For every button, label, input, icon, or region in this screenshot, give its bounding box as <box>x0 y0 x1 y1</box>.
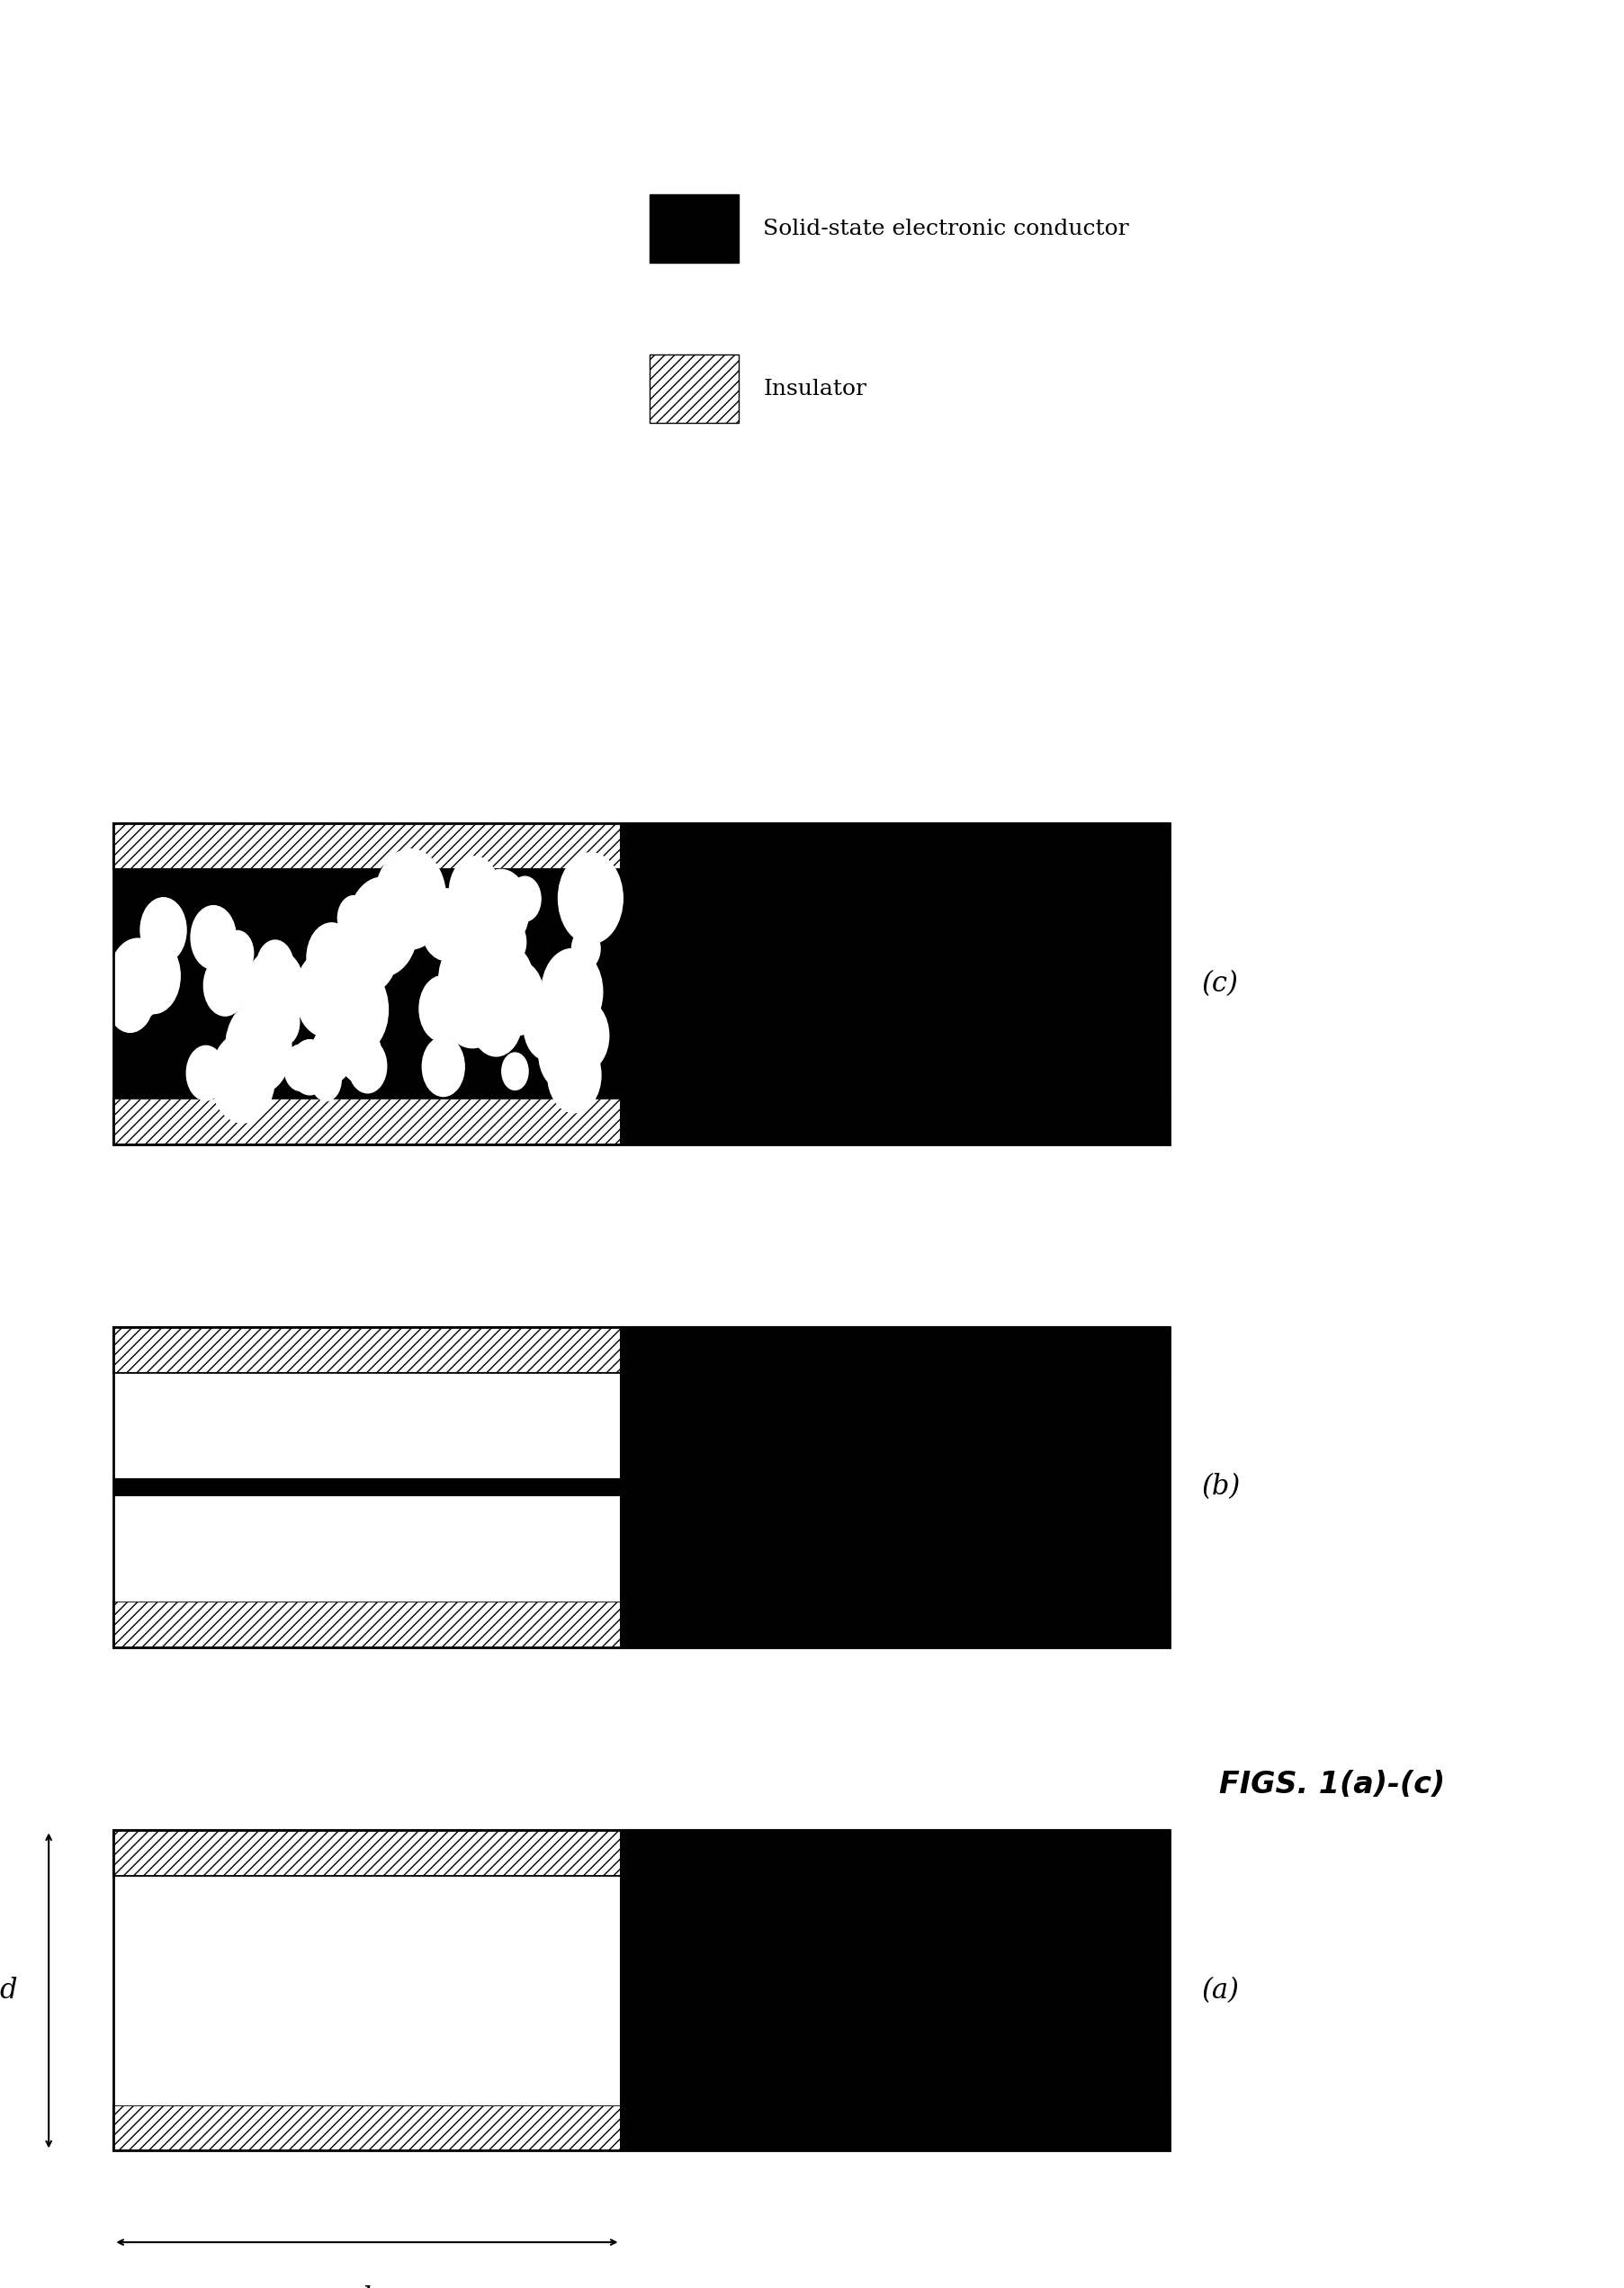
Bar <box>114 824 1169 869</box>
Circle shape <box>338 895 370 940</box>
Circle shape <box>336 906 398 993</box>
Circle shape <box>541 950 603 1034</box>
Text: Solid-state electronic conductor: Solid-state electronic conductor <box>763 217 1129 240</box>
Bar <box>114 1327 1169 1647</box>
Circle shape <box>221 931 253 975</box>
Circle shape <box>422 1036 464 1096</box>
Bar <box>620 1327 1169 1647</box>
Bar <box>650 194 739 263</box>
Circle shape <box>218 945 252 993</box>
Circle shape <box>226 1002 291 1094</box>
Circle shape <box>187 1046 226 1101</box>
Text: Insulator: Insulator <box>763 378 867 400</box>
Circle shape <box>471 984 523 1057</box>
Circle shape <box>203 956 247 1016</box>
Bar <box>114 1876 620 2105</box>
Circle shape <box>508 876 541 922</box>
Circle shape <box>502 1052 528 1089</box>
Circle shape <box>473 869 529 950</box>
Text: FIGS. 1(a)-(c): FIGS. 1(a)-(c) <box>1218 1771 1445 1798</box>
Bar <box>114 824 1169 1144</box>
Circle shape <box>109 938 167 1020</box>
Bar <box>114 1478 620 1496</box>
Circle shape <box>107 966 154 1032</box>
Circle shape <box>541 1009 586 1075</box>
Circle shape <box>490 961 544 1034</box>
Circle shape <box>489 897 516 934</box>
Circle shape <box>284 1046 317 1091</box>
Circle shape <box>547 1039 601 1112</box>
Circle shape <box>296 952 357 1036</box>
Circle shape <box>450 856 500 927</box>
Text: (c): (c) <box>1202 970 1239 998</box>
Bar <box>114 869 620 1098</box>
Bar <box>114 1602 1169 1647</box>
Circle shape <box>464 917 512 984</box>
Bar <box>114 1327 1169 1373</box>
Circle shape <box>421 888 473 961</box>
Text: (a): (a) <box>1202 1977 1239 2004</box>
Circle shape <box>541 1007 588 1071</box>
Circle shape <box>127 938 180 1014</box>
Circle shape <box>325 966 388 1055</box>
Circle shape <box>339 1025 382 1082</box>
Bar <box>114 2105 1169 2151</box>
Text: (b): (b) <box>1202 1473 1241 1501</box>
Circle shape <box>192 906 235 970</box>
Bar <box>650 355 739 423</box>
Circle shape <box>419 975 466 1041</box>
Text: d: d <box>0 1977 16 2004</box>
Circle shape <box>438 938 497 1020</box>
Circle shape <box>494 920 526 966</box>
Circle shape <box>349 1039 387 1094</box>
Text: l: l <box>362 2286 372 2288</box>
Circle shape <box>497 881 526 920</box>
Circle shape <box>438 954 507 1048</box>
Bar <box>114 1830 1169 2151</box>
Circle shape <box>211 1032 274 1123</box>
Circle shape <box>348 876 417 977</box>
Circle shape <box>559 1000 609 1071</box>
Circle shape <box>307 922 357 993</box>
Circle shape <box>239 963 281 1023</box>
Circle shape <box>447 879 507 966</box>
Circle shape <box>456 895 489 940</box>
Circle shape <box>486 947 533 1014</box>
Circle shape <box>559 853 624 943</box>
Circle shape <box>312 1059 341 1101</box>
Bar <box>620 824 1169 1144</box>
Bar <box>114 1098 1169 1144</box>
Circle shape <box>312 1025 352 1082</box>
Circle shape <box>375 849 447 950</box>
Circle shape <box>291 1039 330 1094</box>
Circle shape <box>572 929 601 968</box>
Bar <box>114 869 620 1098</box>
Bar <box>114 1830 1169 1876</box>
Circle shape <box>245 950 305 1032</box>
Circle shape <box>140 897 187 963</box>
Circle shape <box>257 940 294 993</box>
Circle shape <box>525 993 572 1059</box>
Circle shape <box>266 998 299 1046</box>
Bar <box>620 1830 1169 2151</box>
Circle shape <box>539 1018 588 1089</box>
Bar <box>114 1373 620 1602</box>
